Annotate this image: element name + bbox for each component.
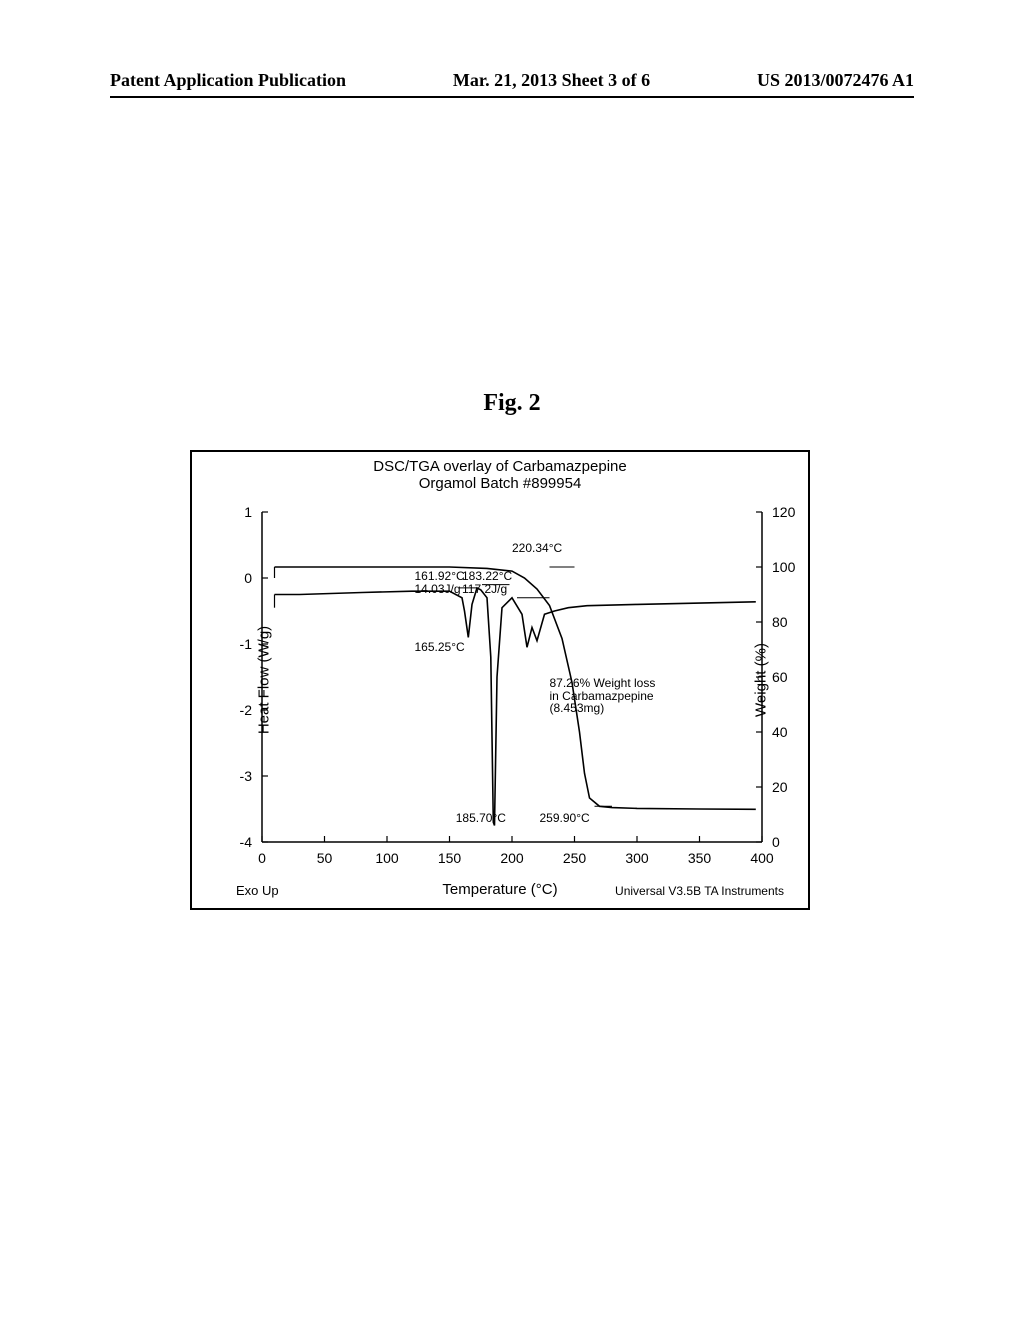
x-tick: 100: [375, 850, 398, 866]
chart-frame: DSC/TGA overlay of Carbamazpepine Orgamo…: [190, 450, 810, 910]
x-tick: 150: [438, 850, 461, 866]
chart-annotation: 161.92°C 14.03J/g: [415, 570, 465, 595]
y-left-tick: -2: [240, 702, 252, 718]
header-rule: [110, 96, 914, 98]
chart-annotation: 220.34°C: [512, 542, 562, 555]
chart-title: DSC/TGA overlay of Carbamazpepine Orgamo…: [192, 458, 808, 493]
x-tick: 200: [500, 850, 523, 866]
exo-up-label: Exo Up: [236, 883, 279, 898]
header-left: Patent Application Publication: [110, 70, 346, 91]
y-right-tick: 120: [772, 504, 795, 520]
plot-area: -4-3-2-101020406080100120050100150200250…: [262, 512, 762, 842]
y-left-tick: -4: [240, 834, 252, 850]
x-tick: 250: [563, 850, 586, 866]
chart-annotation: 165.25°C: [415, 641, 465, 654]
software-label: Universal V3.5B TA Instruments: [615, 884, 784, 898]
chart-title-line2: Orgamol Batch #899954: [192, 475, 808, 492]
y-left-tick: 1: [244, 504, 252, 520]
y-right-tick: 0: [772, 834, 780, 850]
x-axis-label: Temperature (°C): [442, 881, 557, 898]
x-tick: 350: [688, 850, 711, 866]
x-tick: 400: [750, 850, 773, 866]
y-right-tick: 20: [772, 779, 788, 795]
chart-annotation: 183.22°C 117.2J/g: [462, 570, 512, 595]
chart-svg: [262, 512, 762, 842]
y-right-tick: 40: [772, 724, 788, 740]
y-right-tick: 100: [772, 559, 795, 575]
x-tick: 0: [258, 850, 266, 866]
page-header: Patent Application Publication Mar. 21, …: [0, 70, 1024, 91]
y-left-tick: 0: [244, 570, 252, 586]
chart-annotation: 185.70°C: [456, 812, 506, 825]
y-right-tick: 80: [772, 614, 788, 630]
x-tick: 300: [625, 850, 648, 866]
chart-title-line1: DSC/TGA overlay of Carbamazpepine: [192, 458, 808, 475]
header-center: Mar. 21, 2013 Sheet 3 of 6: [453, 70, 650, 91]
figure-label: Fig. 2: [0, 390, 1024, 417]
chart-annotation: 87.26% Weight loss in Carbamazpepine (8.…: [550, 677, 656, 715]
y-left-tick: -1: [240, 636, 252, 652]
chart-annotation: 259.90°C: [540, 812, 590, 825]
y-left-tick: -3: [240, 768, 252, 784]
y-right-tick: 60: [772, 669, 788, 685]
header-right: US 2013/0072476 A1: [757, 70, 914, 91]
x-tick: 50: [317, 850, 333, 866]
